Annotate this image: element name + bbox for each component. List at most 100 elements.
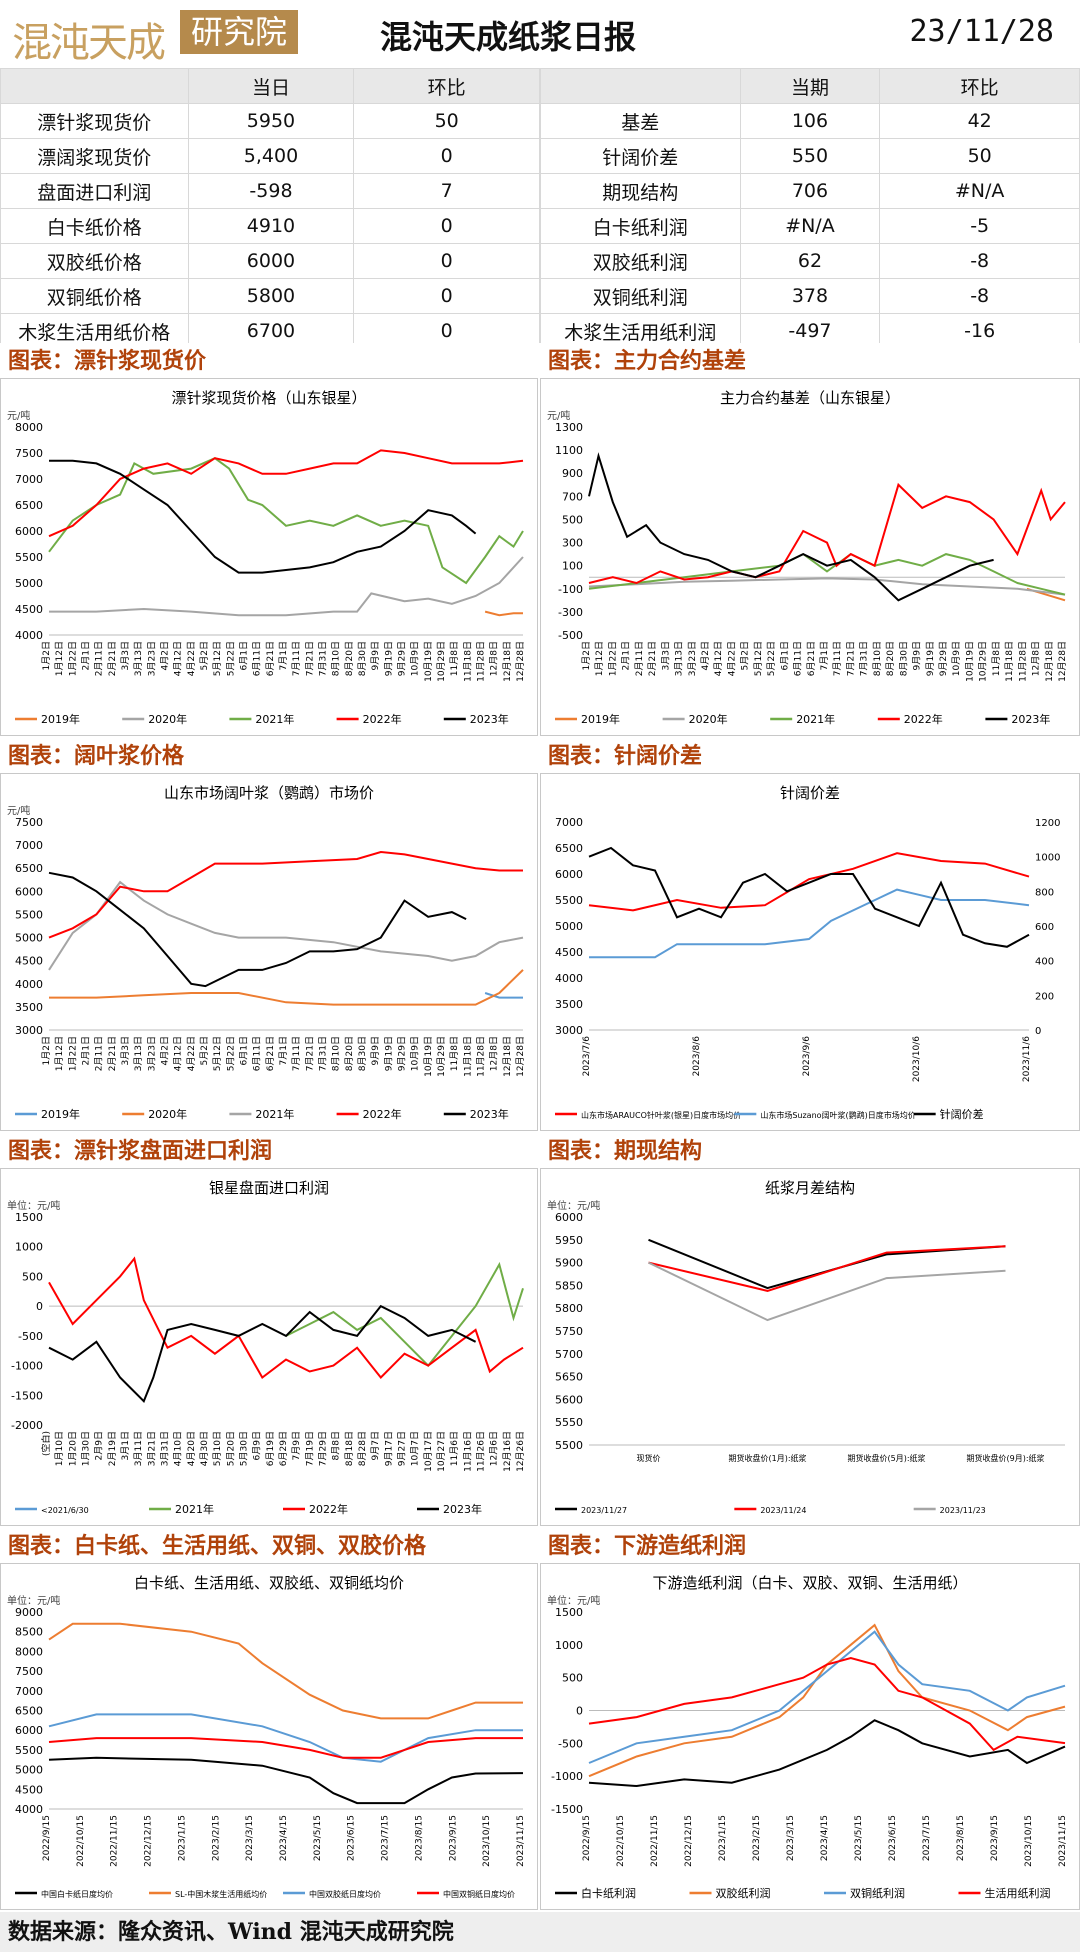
x-tick-label: 7月29日: [318, 1431, 329, 1466]
x-tick-label: 6月19日: [265, 1431, 276, 1466]
table-row: 双铜纸价格 5800 0: [0, 278, 540, 314]
left-cell: 漂阔浆现货价: [0, 138, 189, 174]
x-tick-label: 3月13日: [674, 641, 685, 676]
x-tick-label: 1月2日: [41, 641, 52, 670]
x-tick-label: 9月17日: [383, 1431, 394, 1466]
right-summary-table: 当期 环比 基差 106 42 针阔价差 550 50 期现结构 706 #N/A 白卡纸利润 #N/A…: [540, 68, 1080, 349]
y-tick-label: -500: [18, 1330, 43, 1343]
x-tick-label: 4月2日: [160, 1036, 171, 1065]
right-cell: 期现结构: [540, 173, 741, 209]
table-row: 漂阔浆现货价 5,400 0: [0, 138, 540, 174]
y-tick-label: 8000: [15, 1645, 43, 1658]
x-tick-label: 4月30日: [199, 1431, 210, 1466]
x-tick-label: 8月30日: [898, 641, 909, 676]
report-header: 混沌天成 研究院 混沌天成纸浆日报 23/11/28: [0, 0, 1080, 66]
unit-label: 单位：元/吨: [547, 1594, 600, 1607]
legend-label: <2021/6/30: [41, 1506, 89, 1515]
x-tick-label: 2023/8/15: [956, 1815, 966, 1861]
x-tick-label: 2023/7/15: [922, 1815, 932, 1861]
chart-title: 白卡纸、生活用纸、双胶纸、双铜纸均价: [134, 1574, 404, 1592]
y-tick-label: 8500: [15, 1626, 43, 1639]
x-tick-label: 2月11日: [634, 641, 645, 676]
x-tick-label: 1月2日: [581, 641, 592, 670]
y-tick-label: 4500: [15, 1783, 43, 1796]
x-tick-label: 6月11日: [793, 641, 804, 676]
y-tick-label: 500: [562, 1672, 583, 1685]
x-tick-label: 11月8日: [449, 641, 460, 676]
x-tick-label: 12月6日: [489, 1431, 500, 1466]
y-tick-label: 100: [562, 560, 583, 573]
series-line: [648, 1261, 1006, 1322]
legend-label: 中国双铜纸日度均价: [443, 1889, 515, 1899]
x-tick-label: 2023/9/15: [448, 1815, 458, 1861]
x-tick-label: 10月17日: [423, 1431, 434, 1472]
x-tick-label: 2023/1/15: [718, 1815, 728, 1861]
x-tick-label: 10月19日: [964, 641, 975, 682]
caption-c2: 图表：主力合约基差: [540, 343, 1080, 379]
category-label: 期货收盘价(1月):纸浆: [728, 1453, 806, 1463]
x-tick-label: 10月9日: [951, 641, 962, 676]
legend-label: 2023年: [1011, 712, 1050, 726]
x-tick-label: 7月31日: [859, 641, 870, 676]
x-tick-label: 4月2日: [700, 641, 711, 670]
x-tick-label: 12月28日: [515, 641, 526, 682]
series-line: [48, 449, 524, 538]
chart-title: 主力合约基差（山东银星）: [720, 389, 900, 407]
x-tick-label: 7月11日: [832, 641, 843, 676]
x-tick-label: 2023/11/15: [516, 1815, 526, 1867]
chart-panel-c7: 白卡纸、生活用纸、双胶纸、双铜纸均价 单位：元/吨 4000 4500 5000 5500…: [0, 1563, 538, 1910]
x-tick-label: 8月8日: [331, 1431, 342, 1460]
logo-script: 混沌天成: [12, 20, 166, 66]
x-tick-label: 12月18日: [502, 641, 513, 682]
x-tick-label: 12月18日: [1044, 641, 1055, 682]
x-tick-label: 9月9日: [370, 1036, 381, 1065]
x-tick-label: 7月1日: [278, 641, 289, 670]
x-tick-label: 12月8日: [1031, 641, 1042, 676]
left-header-2: 环比: [353, 68, 540, 104]
left-cell: 50: [353, 103, 540, 139]
series-line: [588, 577, 1066, 596]
y-tick-label: 5500: [555, 1439, 583, 1452]
y-tick-label: 7000: [15, 1685, 43, 1698]
legend-label: 2021年: [175, 1502, 214, 1516]
x-tick-label: 9月9日: [912, 641, 923, 670]
series-line: [48, 871, 467, 988]
unit-label: 元/吨: [547, 409, 570, 422]
x-tick-label: 2月11日: [94, 1036, 105, 1071]
series-line: [589, 888, 1030, 959]
x-tick-label: 7月21日: [304, 1036, 315, 1071]
table-row: 双胶纸价格 6000 0: [0, 243, 540, 279]
caption-c4: 图表：针阔价差: [540, 738, 1080, 774]
right-cell: -5: [879, 208, 1080, 244]
y-tick-label: 8000: [15, 421, 43, 434]
x-tick-label: 2023/2/15: [752, 1815, 762, 1861]
x-tick-label: 10月19日: [423, 1036, 434, 1077]
x-tick-label: 1月12日: [54, 1036, 65, 1071]
y-tick-label: 6000: [15, 525, 43, 538]
x-tick-label: 7月21日: [304, 641, 315, 676]
x-tick-label: 6月1日: [239, 1036, 250, 1065]
chart-c8: 下游造纸利润（白卡、双胶、双铜、生活用纸） 单位：元/吨 -1500 -1000 -50…: [547, 1574, 1068, 1900]
x-tick-label: 8月10日: [331, 1036, 342, 1071]
right-cell: 双胶纸利润: [540, 243, 741, 279]
x-tick-label: 2022/11/15: [650, 1815, 660, 1867]
x-tick-label: 2023/9/15: [990, 1815, 1000, 1861]
x-tick-label: 7月1日: [819, 641, 830, 670]
x-tick-label: 10月9日: [410, 1036, 421, 1071]
y2-tick-label: 400: [1035, 957, 1054, 968]
x-tick-label: 2023/8/6: [692, 1036, 702, 1077]
x-tick-label: 10月7日: [410, 1431, 421, 1466]
series-line: [48, 850, 523, 939]
legend-label: 山东市场ARAUCO针叶浆(银星)日度市场均价: [581, 1110, 741, 1120]
x-tick-label: 5月12日: [212, 641, 223, 676]
x-tick-label: 1月20日: [67, 1431, 78, 1466]
x-tick-label: 2023/4/15: [279, 1815, 289, 1861]
x-tick-label: 9月29日: [397, 641, 408, 676]
y-tick-label: 6500: [15, 499, 43, 512]
right-cell: 双铜纸利润: [540, 278, 741, 314]
x-tick-label: 2023/11/15: [1058, 1815, 1068, 1867]
x-tick-label: 12月26日: [515, 1431, 526, 1472]
x-tick-label: 2023/3/15: [786, 1815, 796, 1861]
right-header-1: 当期: [739, 68, 881, 104]
